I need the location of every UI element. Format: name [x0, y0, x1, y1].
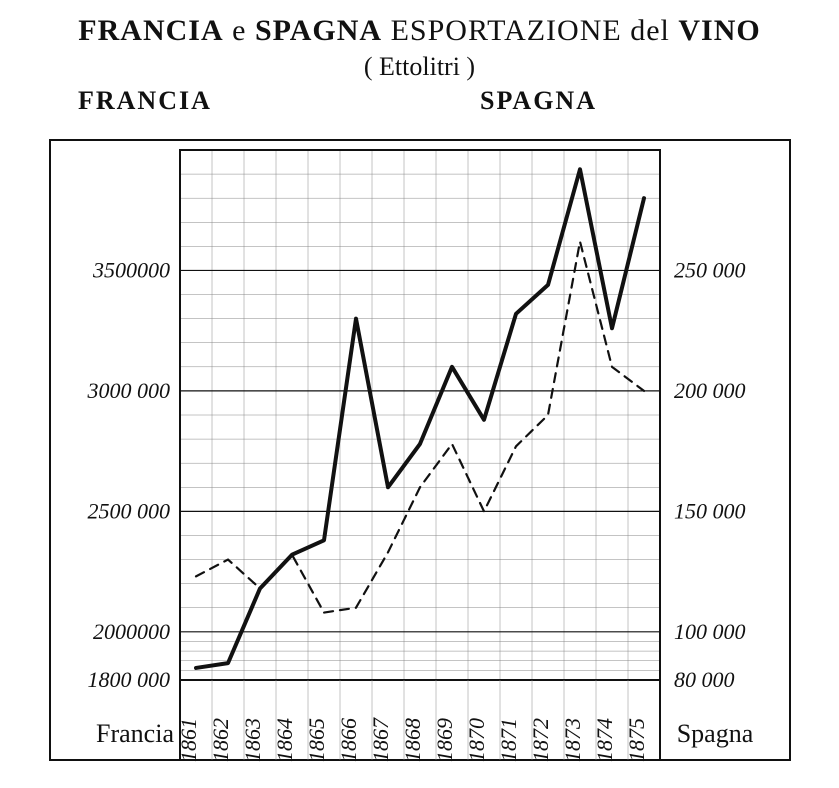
left-axis-label: Francia	[96, 719, 174, 748]
right-axis-label: Spagna	[677, 719, 754, 748]
left-y-tick-label: 3000 000	[87, 378, 171, 403]
right-y-tick-label: 100 000	[674, 619, 746, 644]
left-y-tick-label: 2000000	[93, 619, 170, 644]
right-y-tick-label: 150 000	[674, 498, 746, 523]
chart-title-line2: ( Ettolitri )	[0, 52, 839, 82]
right-y-tick-label: 200 000	[674, 378, 746, 403]
right-y-tick-label: 250 000	[674, 257, 746, 282]
chart-title-line1: FRANCIA e SPAGNA ESPORTAZIONE del VINO	[0, 14, 839, 48]
legend-label-francia: FRANCIA	[78, 86, 212, 116]
left-y-tick-label: 1800 000	[88, 667, 171, 692]
legend-label-spagna: SPAGNA	[480, 86, 597, 116]
line-chart: 1800 000 2000000 2500 000 3000 000 3500000 80…	[40, 130, 800, 770]
right-y-tick-label: 80 000	[674, 667, 735, 692]
left-y-tick-label: 3500000	[92, 257, 170, 282]
left-y-tick-label: 2500 000	[88, 498, 171, 523]
